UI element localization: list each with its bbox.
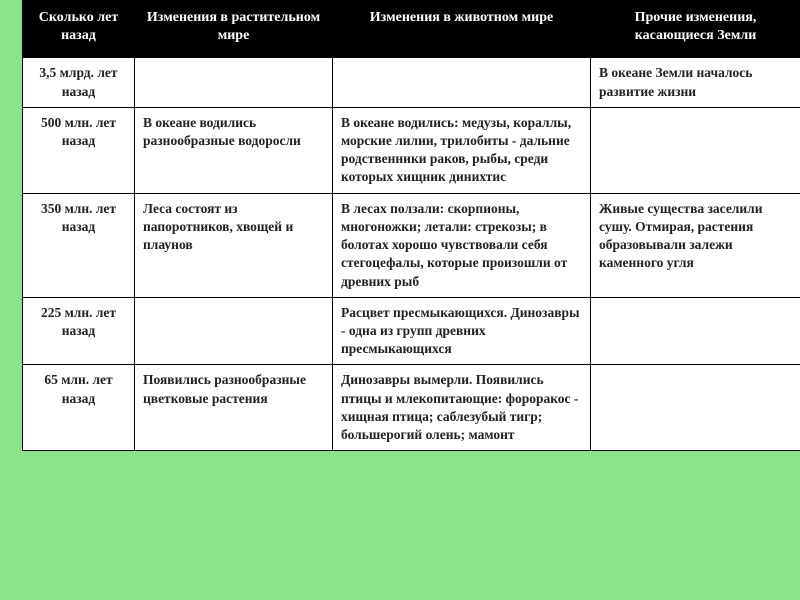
table-body: 3,5 млрд. лет назад В океане Земли начал…: [23, 58, 800, 451]
cell-animals: В океане водились: медузы, кораллы, морс…: [333, 107, 591, 193]
cell-period: 350 млн. лет назад: [23, 193, 135, 297]
cell-animals: В лесах ползали: скорпионы, многоножки; …: [333, 193, 591, 297]
cell-other: Живые существа заселили сушу. Отмирая, р…: [591, 193, 800, 297]
history-table: Сколько лет назад Изменения в растительн…: [22, 0, 800, 451]
cell-animals: [333, 58, 591, 107]
col-period: Сколько лет назад: [23, 1, 135, 58]
cell-other: В океане Земли началось развитие жизни: [591, 58, 800, 107]
table-row: 65 млн. лет назад Появились разнообразны…: [23, 365, 800, 451]
table-row: 350 млн. лет назад Леса состоят из папор…: [23, 193, 800, 297]
cell-other: [591, 365, 800, 451]
cell-other: [591, 297, 800, 365]
cell-other: [591, 107, 800, 193]
col-animals: Изменения в животном мире: [333, 1, 591, 58]
table-header: Сколько лет назад Изменения в растительн…: [23, 1, 800, 58]
cell-period: 500 млн. лет назад: [23, 107, 135, 193]
table-row: 225 млн. лет назад Расцвет пресмыкающихс…: [23, 297, 800, 365]
cell-plants: [135, 297, 333, 365]
cell-animals: Расцвет пресмыкающихся. Динозавры - одна…: [333, 297, 591, 365]
cell-plants: Леса состоят из папоротников, хвощей и п…: [135, 193, 333, 297]
cell-animals: Динозавры вымерли. Появились птицы и мле…: [333, 365, 591, 451]
cell-plants: В океане водились разнообразные водоросл…: [135, 107, 333, 193]
table-row: 3,5 млрд. лет назад В океане Земли начал…: [23, 58, 800, 107]
cell-period: 65 млн. лет назад: [23, 365, 135, 451]
table-row: 500 млн. лет назад В океане водились раз…: [23, 107, 800, 193]
cell-period: 3,5 млрд. лет назад: [23, 58, 135, 107]
cell-period: 225 млн. лет назад: [23, 297, 135, 365]
cell-plants: [135, 58, 333, 107]
cell-plants: Появились разнообразные цветковые растен…: [135, 365, 333, 451]
col-plants: Изменения в растительном мире: [135, 1, 333, 58]
col-other: Прочие изменения, касающиеся Земли: [591, 1, 800, 58]
